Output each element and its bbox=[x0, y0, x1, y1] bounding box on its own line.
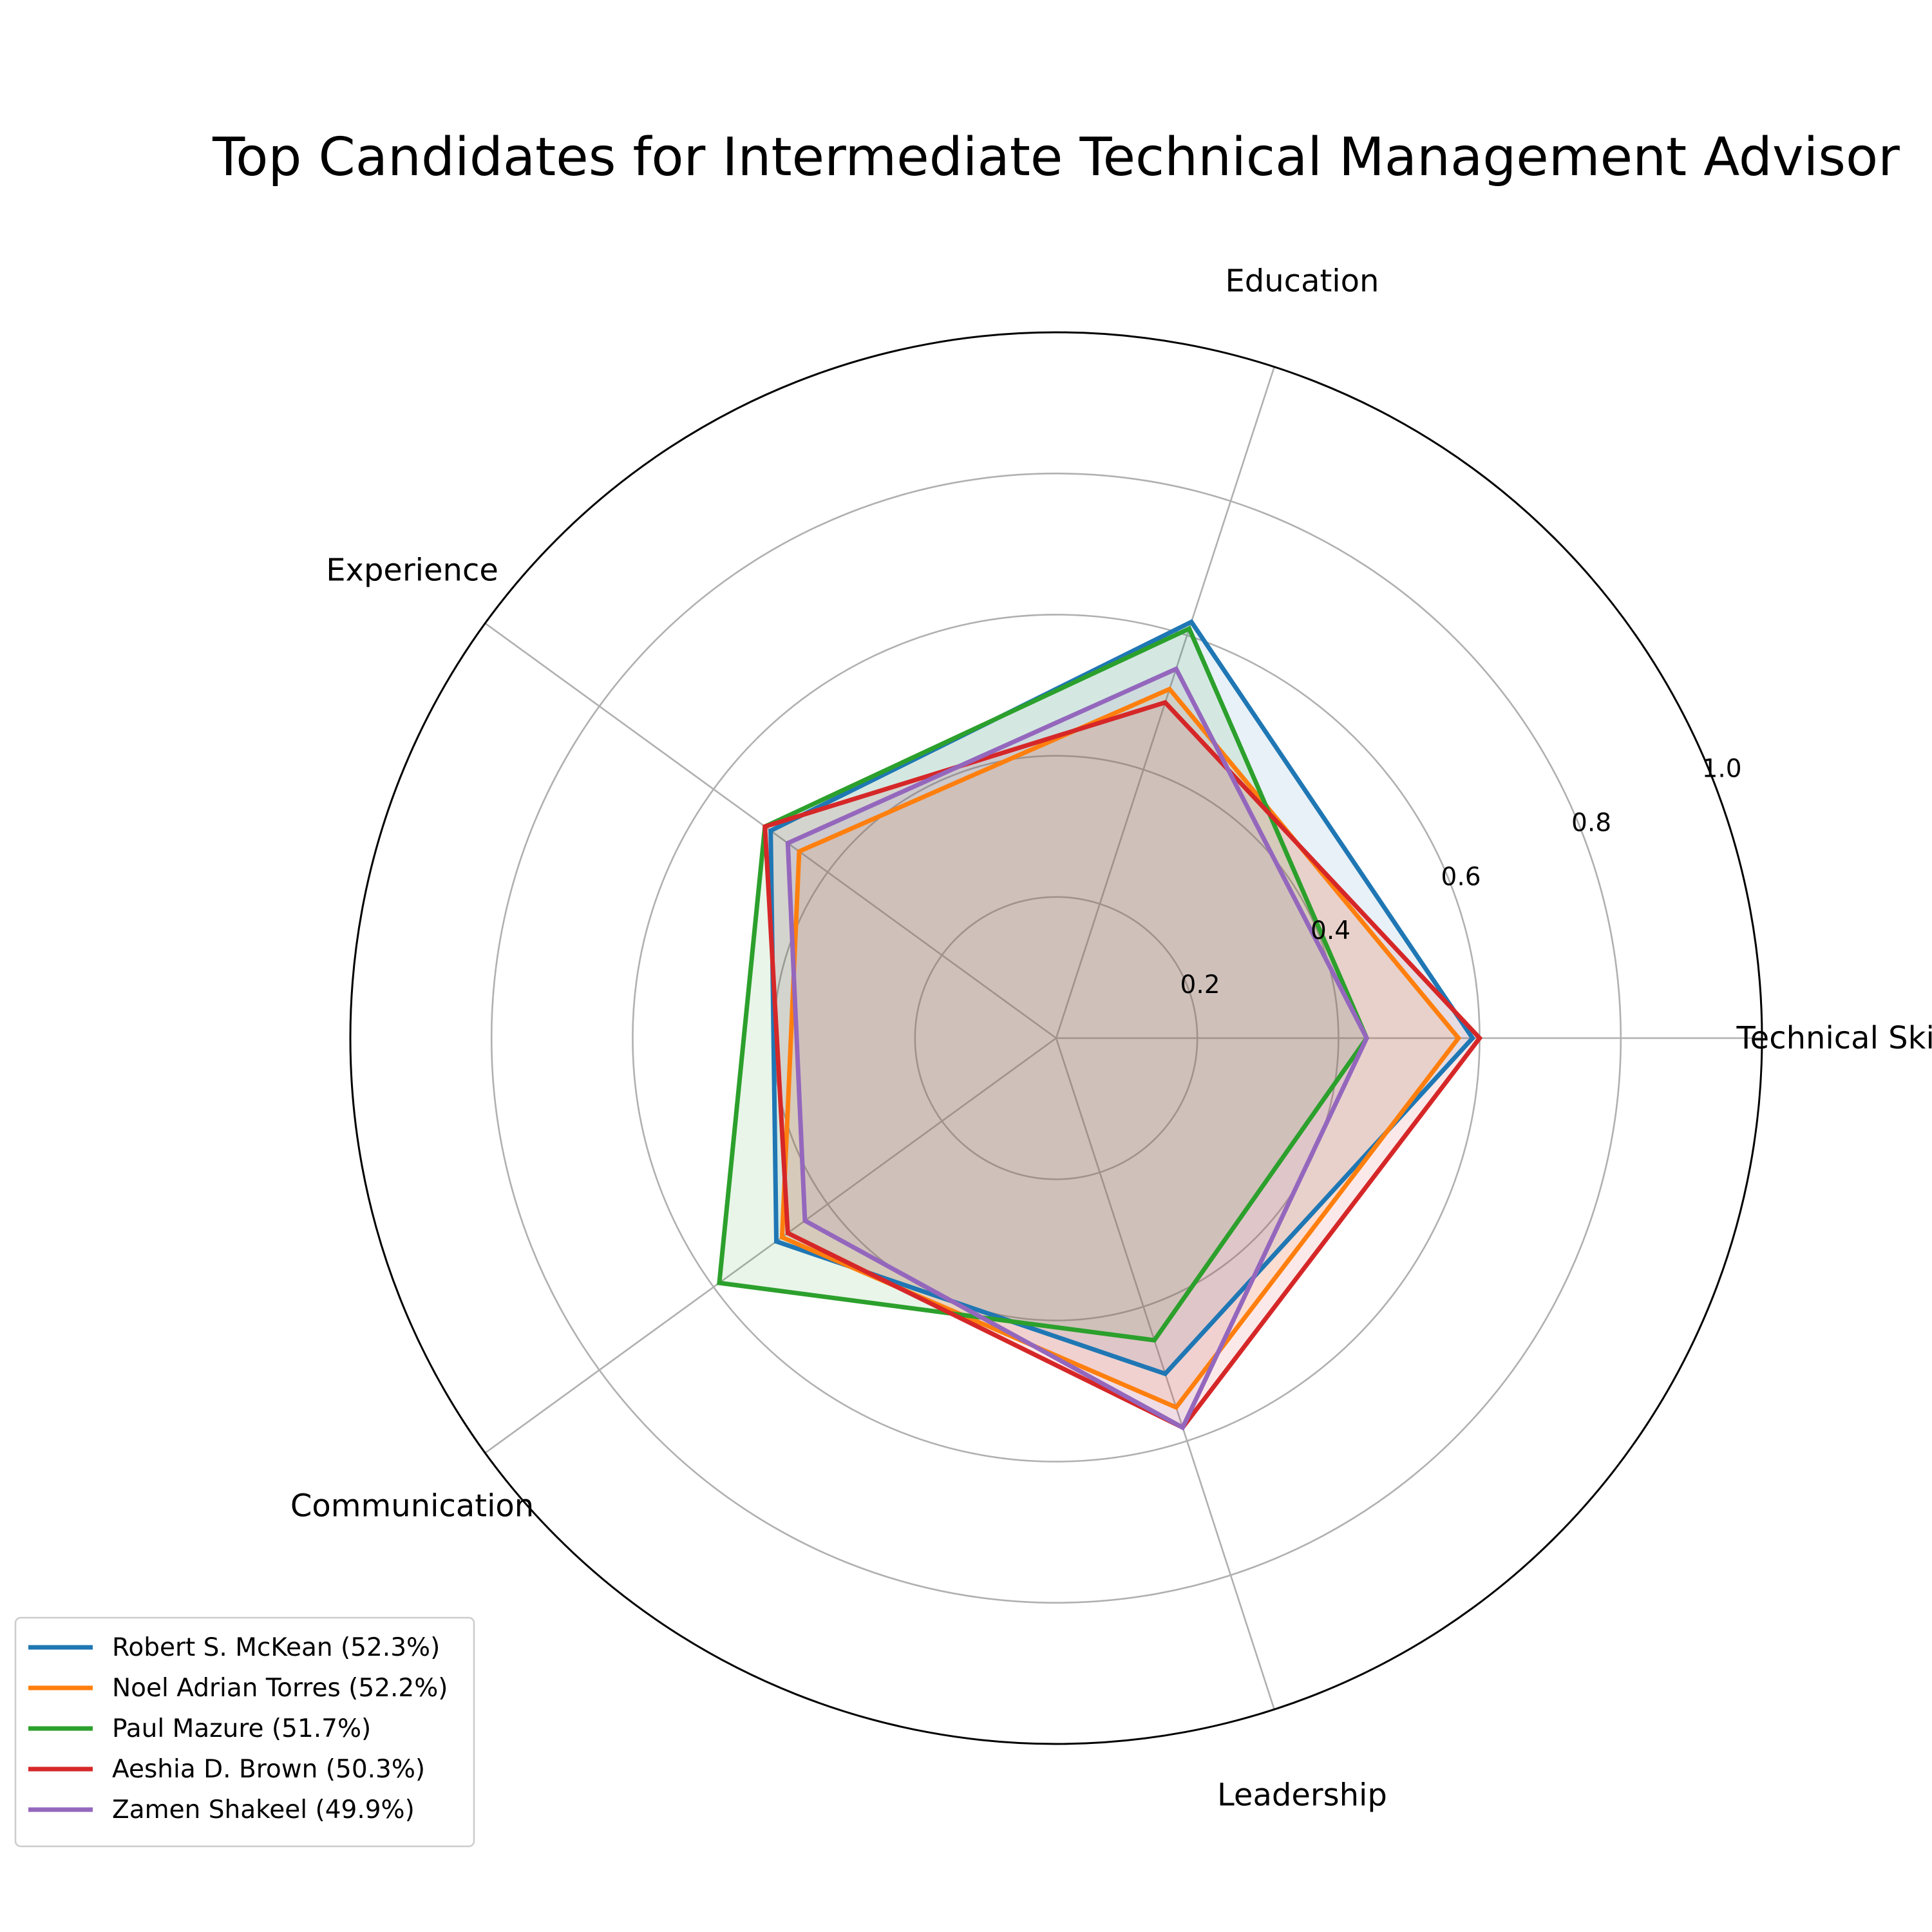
radial-tick-labels: 0.2 0.4 0.6 0.8 1.0 bbox=[1180, 755, 1742, 1000]
chart-title: Top Candidates for Intermediate Technica… bbox=[212, 127, 1900, 188]
legend-box bbox=[14, 1616, 475, 1848]
legend-label-3: Aeshia D. Brown (50.3%) bbox=[112, 1755, 425, 1784]
series-fill-2 bbox=[719, 629, 1367, 1341]
series-line-3 bbox=[762, 699, 1483, 1431]
tick-label-1: 0.4 bbox=[1311, 916, 1350, 945]
spoke-3 bbox=[484, 1037, 1057, 1454]
tick-label-2: 0.6 bbox=[1441, 862, 1481, 891]
series-line-0 bbox=[768, 619, 1476, 1377]
axis-label-3: Communication bbox=[290, 1488, 534, 1524]
series-line-2 bbox=[717, 625, 1370, 1343]
axis-labels: Technical Skills Education Experience Commu… bbox=[290, 263, 1932, 1813]
legend: Robert S. McKean (52.3%) Noel Adrian Torr… bbox=[14, 1616, 475, 1848]
legend-label-0: Robert S. McKean (52.3%) bbox=[112, 1633, 440, 1662]
axis-label-4: Leadership bbox=[1217, 1777, 1387, 1814]
legend-label-1: Noel Adrian Torres (52.2%) bbox=[112, 1674, 448, 1703]
axis-label-1: Education bbox=[1225, 263, 1379, 299]
series-fill-1 bbox=[782, 689, 1459, 1408]
legend-label-2: Paul Mazure (51.7%) bbox=[112, 1714, 371, 1743]
series-fill-4 bbox=[788, 668, 1367, 1428]
outer-boundary bbox=[349, 331, 1763, 1745]
legend-label-4: Zamen Shakeel (49.9%) bbox=[112, 1795, 415, 1824]
axis-label-2: Experience bbox=[326, 552, 498, 588]
series-polygons bbox=[717, 619, 1483, 1431]
axis-label-0: Technical Skills bbox=[1736, 1020, 1932, 1056]
series-line-4 bbox=[785, 666, 1370, 1431]
tick-label-0: 0.2 bbox=[1180, 971, 1220, 999]
tick-label-4: 1.0 bbox=[1702, 755, 1742, 784]
tick-label-3: 0.8 bbox=[1571, 808, 1611, 837]
